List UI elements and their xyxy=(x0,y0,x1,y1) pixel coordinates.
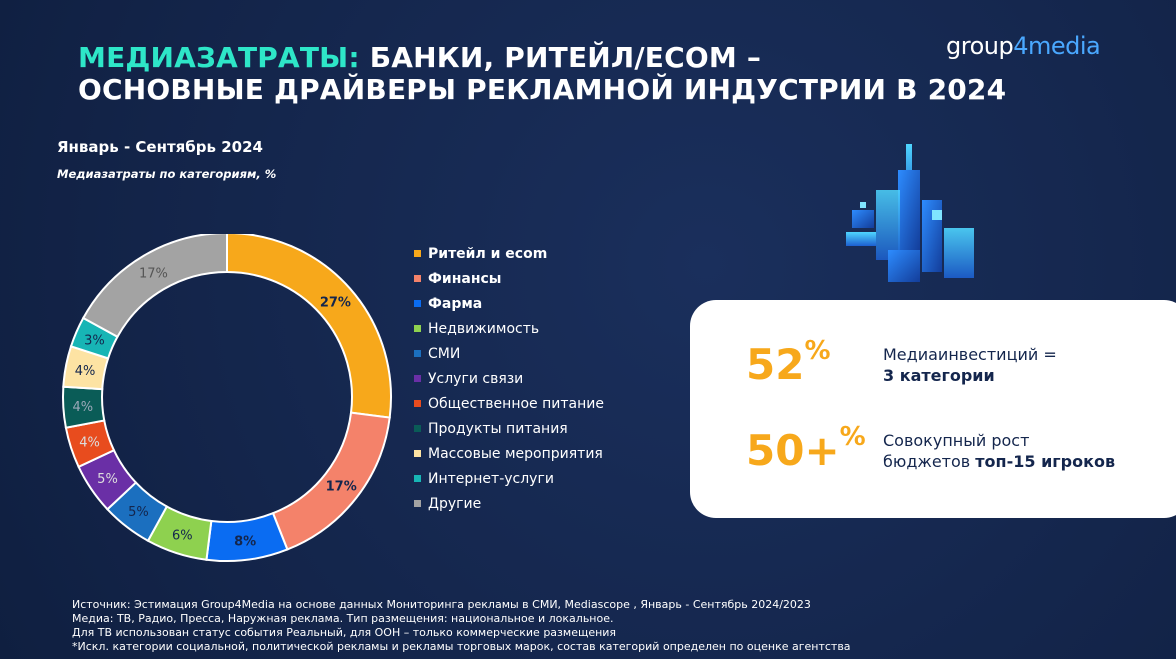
legend-swatch-3 xyxy=(414,325,421,332)
donut-label-10: 17% xyxy=(139,267,168,282)
brand-logo: group4media xyxy=(946,32,1101,60)
donut-label-7: 4% xyxy=(72,400,93,415)
stat-52-percent: 52% xyxy=(746,336,831,389)
legend-label-10: Другие xyxy=(428,495,482,512)
legend-swatch-0 xyxy=(414,250,421,257)
source-line-1: Источник: Эстимация Group4Media на основ… xyxy=(72,598,811,611)
logo-part1: group xyxy=(946,32,1014,60)
logo-part2: 4media xyxy=(1013,32,1101,60)
donut-label-1: 17% xyxy=(326,480,357,495)
legend-label-5: Услуги связи xyxy=(428,370,524,387)
chart-legend: Ритейл и ecom Финансы Фарма Недвижимость СМИ… xyxy=(414,241,604,516)
stat2-line2a: бюджетов xyxy=(883,452,976,471)
legend-item-2: Фарма xyxy=(414,291,604,316)
legend-item-3: Недвижимость xyxy=(414,316,604,341)
donut-label-2: 8% xyxy=(234,534,256,549)
stat1-value: 52 xyxy=(746,340,805,389)
legend-label-2: Фарма xyxy=(428,295,483,312)
summary-card: 52% Медиаинвестиций = 3 категории 50+% С… xyxy=(690,300,1176,518)
legend-swatch-9 xyxy=(414,475,421,482)
legend-item-8: Массовые мероприятия xyxy=(414,441,604,466)
stat1-sup: % xyxy=(804,336,831,366)
source-line-3: Для ТВ использован статус события Реальн… xyxy=(72,626,617,639)
legend-item-4: СМИ xyxy=(414,341,604,366)
legend-label-1: Финансы xyxy=(428,270,502,287)
donut-chart: 27% 17% 8% 6% 5% 5% 4% 4% 4% 3% 17% xyxy=(62,234,392,562)
donut-label-8: 4% xyxy=(75,364,96,379)
donut-label-3: 6% xyxy=(172,528,193,543)
legend-swatch-6 xyxy=(414,400,421,407)
title-line1: БАНКИ, РИТЕЙЛ/ECOM – xyxy=(359,41,762,74)
legend-label-3: Недвижимость xyxy=(428,320,540,337)
source-footnote: Источник: Эстимация Group4Media на основ… xyxy=(72,598,851,654)
title-accent: МЕДИАЗАТРАТЫ: xyxy=(78,41,360,74)
source-line-2: Медиа: ТВ, Радио, Пресса, Наружная рекла… xyxy=(72,612,614,625)
page-title: МЕДИАЗАТРАТЫ: БАНКИ, РИТЕЙЛ/ECOM – ОСНОВ… xyxy=(78,42,1006,106)
legend-swatch-8 xyxy=(414,450,421,457)
legend-swatch-10 xyxy=(414,500,421,507)
legend-item-10: Другие xyxy=(414,491,604,516)
donut-label-4: 5% xyxy=(128,505,149,520)
stat1-description: Медиаинвестиций = 3 категории xyxy=(883,344,1057,386)
donut-label-9: 3% xyxy=(84,334,105,349)
source-line-4: *Искл. категории социальной, политическо… xyxy=(72,640,851,653)
legend-label-8: Массовые мероприятия xyxy=(428,445,603,462)
legend-swatch-1 xyxy=(414,275,421,282)
stat1-line1: Медиаинвестиций = xyxy=(883,345,1057,364)
stat2-value: 50+ xyxy=(746,426,840,475)
stat-50-plus-percent: 50+% xyxy=(746,422,866,475)
legend-item-1: Финансы xyxy=(414,266,604,291)
legend-label-9: Интернет-услуги xyxy=(428,470,554,487)
legend-swatch-2 xyxy=(414,300,421,307)
legend-label-4: СМИ xyxy=(428,345,461,362)
legend-item-9: Интернет-услуги xyxy=(414,466,604,491)
donut-label-6: 4% xyxy=(79,436,100,451)
legend-swatch-5 xyxy=(414,375,421,382)
stat2-sup: % xyxy=(839,422,866,452)
legend-swatch-4 xyxy=(414,350,421,357)
title-line2: ОСНОВНЫЕ ДРАЙВЕРЫ РЕКЛАМНОЙ ИНДУСТРИИ В … xyxy=(78,73,1007,106)
legend-swatch-7 xyxy=(414,425,421,432)
donut-slice-0 xyxy=(226,234,392,419)
legend-item-5: Услуги связи xyxy=(414,366,604,391)
stat2-line2b: топ-15 игроков xyxy=(975,452,1116,471)
legend-label-7: Продукты питания xyxy=(428,420,568,437)
legend-item-6: Общественное питание xyxy=(414,391,604,416)
legend-item-0: Ритейл и ecom xyxy=(414,241,604,266)
legend-label-6: Общественное питание xyxy=(428,395,604,412)
donut-slice-10 xyxy=(81,234,228,339)
legend-item-7: Продукты питания xyxy=(414,416,604,441)
legend-label-0: Ритейл и ecom xyxy=(428,245,548,262)
stat1-line2: 3 категории xyxy=(883,366,995,385)
city-illustration-icon xyxy=(846,144,974,282)
donut-label-5: 5% xyxy=(97,472,118,487)
stat2-description: Совокупный рост бюджетов топ-15 игроков xyxy=(883,430,1115,472)
stat2-line1: Совокупный рост xyxy=(883,431,1030,450)
period-label: Январь - Сентябрь 2024 xyxy=(57,138,263,156)
donut-label-0: 27% xyxy=(320,295,351,310)
chart-subtitle: Медиазатраты по категориям, % xyxy=(57,167,277,181)
